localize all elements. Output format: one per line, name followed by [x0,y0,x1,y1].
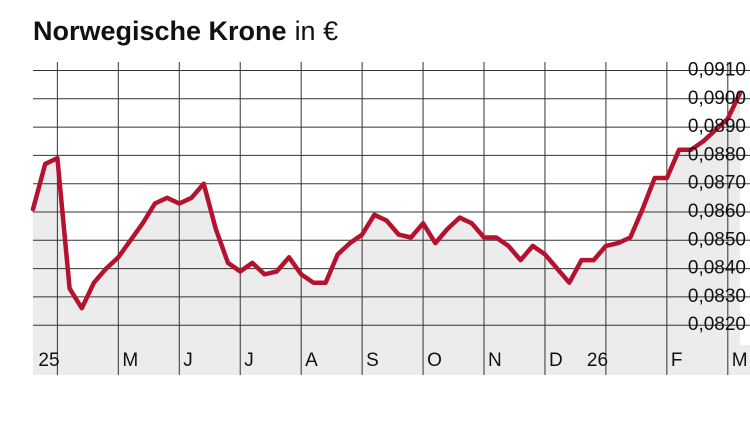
y-tick-label: 0,0820 [688,314,746,335]
x-tick-label: 25 [38,350,59,371]
y-tick-label: 0,0830 [688,286,746,307]
title-text: Norwegische Krone [33,16,287,46]
x-tick-label: F [671,350,683,371]
chart-title: Norwegische Krone in € [33,16,338,46]
title-unit: in € [295,16,339,46]
y-tick-label: 0,0890 [688,116,746,137]
x-tick-label: J [183,350,193,371]
y-tick-label: 0,0840 [688,258,746,279]
y-tick-label: 0,0900 [688,88,746,109]
x-tick-label: M [732,350,748,371]
x-tick-label: N [488,350,502,371]
area [33,93,740,345]
x-tick-label: O [427,350,442,371]
y-tick-label: 0,0910 [688,60,746,81]
x-tick-label: M [122,350,138,371]
plot: 25 M J J A S O N D 26 F M 0,0820 0,0830 0,0840 0,0850 0,… [30,60,750,375]
x-tick-label: S [366,350,379,371]
y-tick-label: 0,0850 [688,229,746,250]
y-tick-label: 0,0870 [688,173,746,194]
x-tick-label: D [549,350,563,371]
y-tick-label: 0,0860 [688,201,746,222]
x-tick-label: 26 [587,350,608,371]
y-tick-label: 0,0880 [688,144,746,165]
x-axis-band [33,345,750,375]
line [30,90,743,311]
x-tick-label: A [305,350,318,371]
x-tick-label: J [244,350,254,371]
